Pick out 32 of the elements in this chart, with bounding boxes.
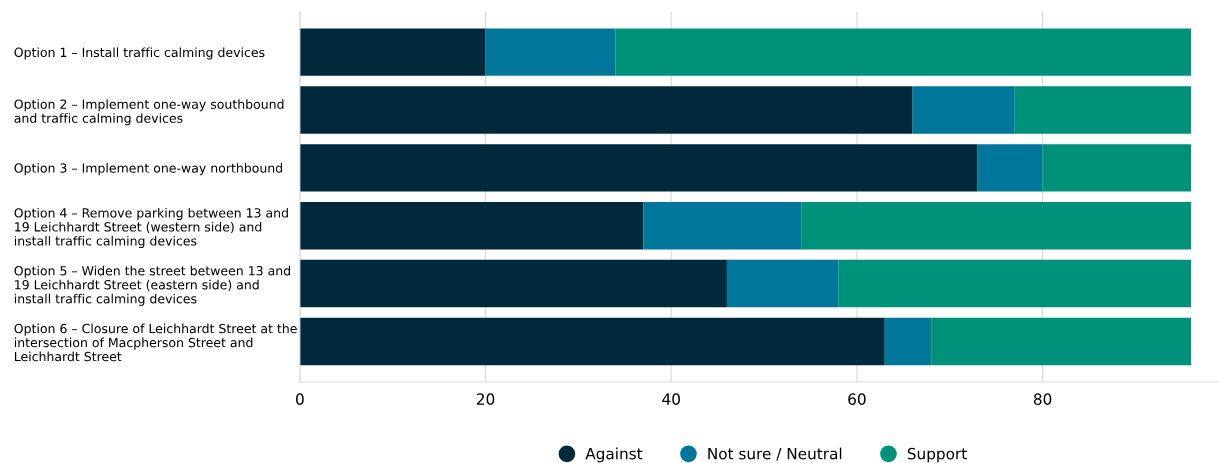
bar xyxy=(299,201,644,250)
bar xyxy=(299,144,978,192)
bar xyxy=(299,28,486,76)
bar xyxy=(726,259,839,308)
bar xyxy=(299,86,913,134)
bar xyxy=(884,317,932,366)
bar xyxy=(643,201,802,250)
y-tick-label: Option 1 – Install traffic calming devices xyxy=(14,47,265,60)
bar xyxy=(931,317,1192,366)
bar xyxy=(1014,86,1192,134)
y-tick-label: Option 3 – Implement one-way northbound xyxy=(14,163,283,176)
x-tick-label: 80 xyxy=(1033,393,1052,405)
bar xyxy=(485,28,616,76)
legend-label: Against xyxy=(585,447,643,463)
bar xyxy=(299,259,727,308)
legend-label: Support xyxy=(907,447,967,463)
y-tick-label: Option 6 – Closure of Leichhardt Street at the intersection of Macpherson Street and Leichhardt Street xyxy=(14,323,297,362)
bar xyxy=(801,201,1192,250)
y-tick-label: Option 4 – Remove parking between 13 and 19 Leichhardt Street (western side) and install traffic calming devices xyxy=(14,207,288,248)
x-tick-label: 40 xyxy=(662,393,680,405)
bar xyxy=(615,28,1192,76)
bar xyxy=(299,317,885,366)
bar xyxy=(838,259,1192,308)
x-tick-label: 0 xyxy=(296,393,304,405)
y-tick-label: Option 5 – Widen the street between 13 and 19 Leichhardt Street (eastern side) and install traffic calming devices xyxy=(14,265,290,306)
bar xyxy=(977,144,1043,192)
x-tick-label: 20 xyxy=(476,393,495,405)
legend-label: Not sure / Neutral xyxy=(708,447,842,461)
bar xyxy=(1042,144,1192,192)
bar xyxy=(912,86,1015,134)
x-tick-label: 60 xyxy=(848,393,866,405)
y-tick-label: Option 2 – Implement one-way southbound and traffic calming devices xyxy=(14,99,284,126)
